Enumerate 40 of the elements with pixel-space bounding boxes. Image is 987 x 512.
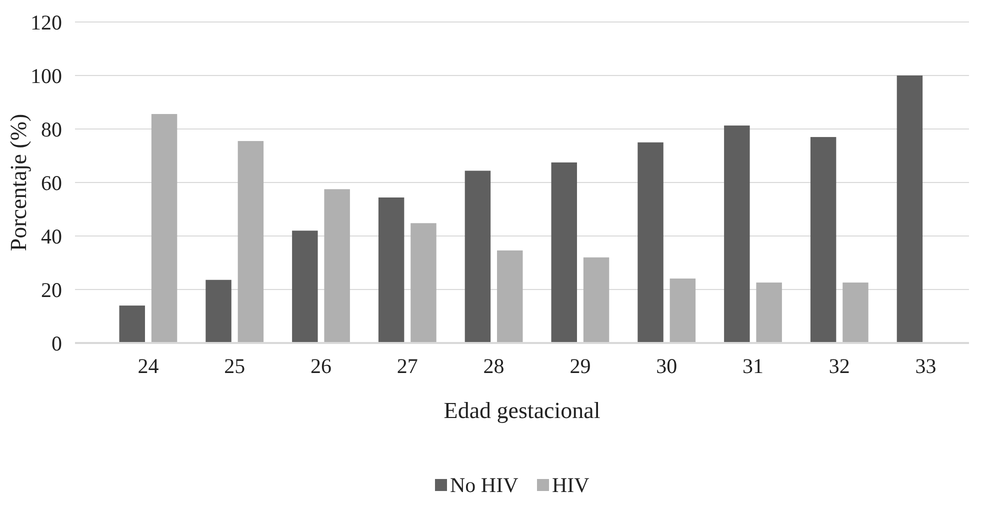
x-tick-label: 32 (828, 354, 850, 378)
y-tick-label: 40 (41, 224, 62, 248)
bar (551, 162, 577, 343)
x-tick-label: 28 (483, 354, 504, 378)
bar (410, 223, 436, 343)
bar (238, 141, 264, 343)
y-tick-label: 0 (52, 331, 62, 356)
bar (583, 257, 610, 343)
bar (842, 282, 868, 343)
legend-label: HIV (552, 473, 590, 497)
bar (206, 280, 232, 343)
bar (497, 250, 523, 343)
bar (896, 76, 923, 343)
x-tick-label: 25 (224, 354, 246, 378)
x-tick-label: 30 (656, 354, 678, 378)
bar (151, 114, 178, 343)
bar (724, 126, 750, 343)
x-axis-title: Edad gestacional (444, 398, 600, 423)
legend-label: No HIV (450, 473, 518, 497)
bar (670, 278, 696, 343)
x-tick-label: 26 (310, 354, 332, 378)
y-tick-label: 100 (30, 64, 62, 88)
y-tick-label: 120 (30, 10, 62, 34)
y-tick-label: 80 (41, 117, 62, 142)
bar (324, 189, 350, 343)
x-tick-label: 27 (396, 354, 418, 378)
bar (464, 170, 491, 343)
y-tick-label: 20 (41, 278, 62, 302)
bar (292, 230, 318, 343)
bar (378, 197, 404, 343)
bar (810, 137, 836, 343)
bar (638, 142, 664, 343)
bar (119, 306, 145, 343)
bar (756, 282, 782, 343)
x-tick-label: 24 (138, 354, 160, 378)
x-tick-label: 31 (742, 354, 764, 378)
x-tick-label: 33 (915, 354, 936, 378)
x-tick-label: 29 (570, 354, 591, 378)
y-tick-label: 60 (41, 170, 62, 195)
y-axis-title: Porcentaje (%) (6, 114, 31, 252)
